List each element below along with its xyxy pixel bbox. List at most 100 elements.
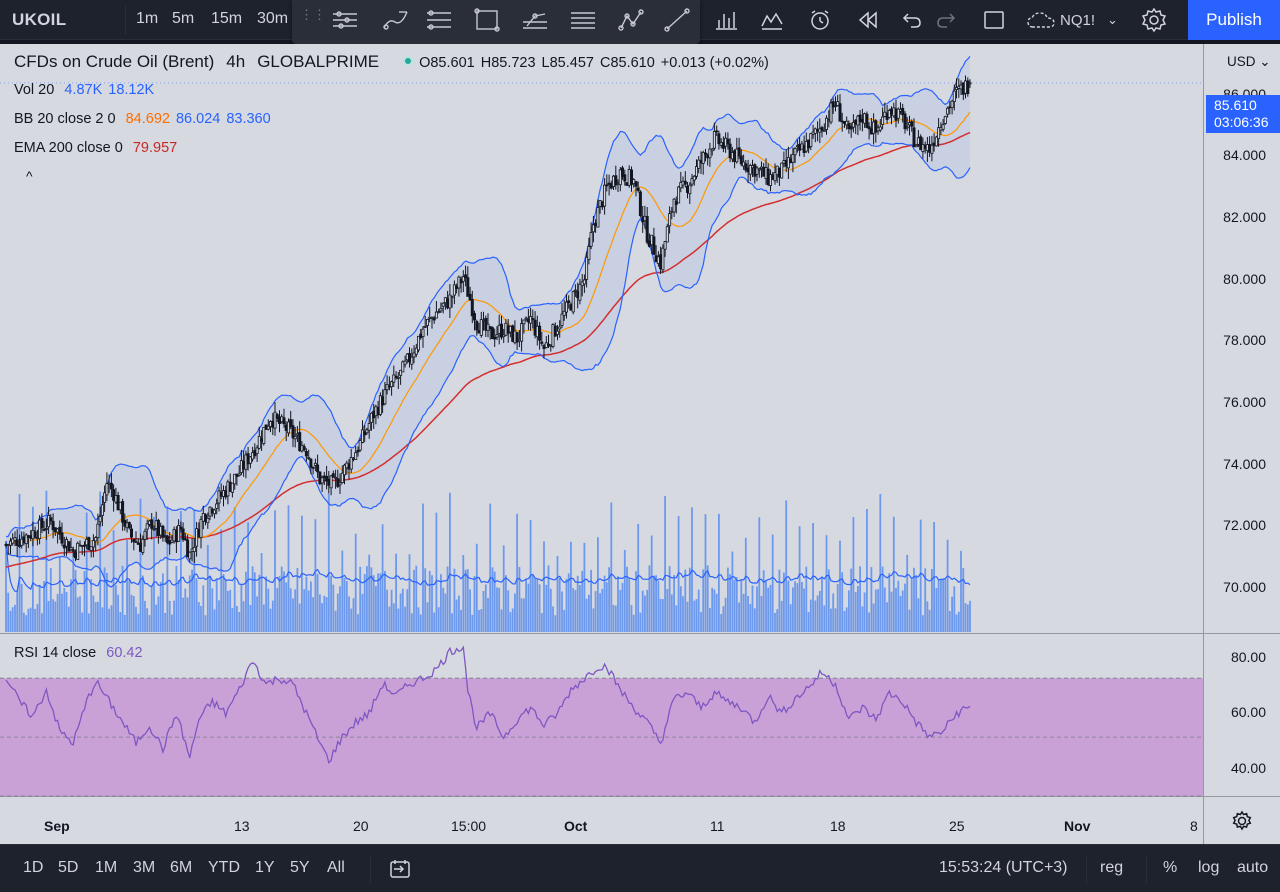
brush-icon[interactable] xyxy=(378,4,412,36)
volume-bar xyxy=(38,584,41,632)
candle-body xyxy=(914,144,918,148)
range-3m-button[interactable]: 3M xyxy=(133,859,156,876)
time-axis[interactable] xyxy=(0,796,1203,844)
volume-bar xyxy=(751,585,754,632)
volume-bar xyxy=(63,588,66,632)
volume-bar xyxy=(919,519,922,632)
range-5y-button[interactable]: 5Y xyxy=(290,859,310,876)
parallel-lines-icon[interactable] xyxy=(566,4,600,36)
volume-legend[interactable]: Vol 20 4.87K 18.12K xyxy=(14,82,160,98)
candle-body xyxy=(695,166,699,177)
volume-bar xyxy=(540,613,543,632)
collapse-legend-icon[interactable]: ^ xyxy=(26,168,33,184)
go-to-date-icon[interactable] xyxy=(384,853,416,885)
trend-channel-icon[interactable] xyxy=(328,4,362,36)
candle-body xyxy=(273,411,277,429)
volume-bar xyxy=(101,607,104,632)
rectangle-icon[interactable] xyxy=(470,4,504,36)
volume-bar xyxy=(56,593,59,632)
log-scale-toggle[interactable]: log xyxy=(1198,859,1220,876)
ema-legend[interactable]: EMA 200 close 0 79.957 xyxy=(14,140,183,156)
auto-scale-toggle[interactable]: auto xyxy=(1237,859,1269,876)
candle-body xyxy=(358,439,362,451)
redo-icon[interactable] xyxy=(930,4,962,36)
candle-body xyxy=(217,490,221,504)
currency-selector[interactable]: USD ⌄ xyxy=(1227,54,1271,69)
chart-pane[interactable] xyxy=(0,44,1203,796)
alert-icon[interactable] xyxy=(804,4,836,36)
clock-timezone-button[interactable]: 15:53:24 (UTC+3) xyxy=(939,859,1068,876)
volume-bar xyxy=(415,565,418,632)
volume-bar xyxy=(605,582,608,632)
bollinger-legend[interactable]: BB 20 close 2 0 84.692 86.024 83.360 xyxy=(14,111,277,127)
time-tick: 15:00 xyxy=(451,818,487,834)
candle-body xyxy=(804,140,808,152)
fullscreen-icon[interactable] xyxy=(978,4,1010,36)
candle-body xyxy=(681,180,685,186)
volume-bar xyxy=(617,576,619,632)
trend-line-icon[interactable] xyxy=(660,4,694,36)
volume-bar xyxy=(935,587,938,632)
range-ytd-button[interactable]: YTD xyxy=(208,859,240,876)
candle-body xyxy=(638,191,642,216)
candle-body xyxy=(948,106,952,109)
candle-body xyxy=(472,313,476,321)
compare-symbol-button[interactable]: NQ1! ⌄ xyxy=(1026,6,1118,34)
candle-body xyxy=(132,539,136,543)
candle-body xyxy=(688,184,692,195)
volume-bar xyxy=(361,593,364,632)
interval-1m-button[interactable]: 1m xyxy=(136,10,159,27)
drag-handle-icon[interactable]: ⋮⋮ xyxy=(300,7,326,22)
pattern-icon[interactable] xyxy=(614,4,648,36)
interval-15m-button[interactable]: 15m xyxy=(211,10,243,27)
candle-body xyxy=(293,435,297,440)
candle-body xyxy=(89,546,93,552)
volume-ma-value: 18.12K xyxy=(108,82,155,98)
prediction-icon[interactable] xyxy=(518,4,552,36)
candle-body xyxy=(186,539,190,558)
range-1y-button[interactable]: 1Y xyxy=(255,859,275,876)
volume-bar xyxy=(915,574,918,632)
candle-body xyxy=(311,466,315,469)
instrument-name[interactable]: CFDs on Crude Oil (Brent) xyxy=(14,52,215,71)
chart-settings-corner[interactable] xyxy=(1203,796,1280,844)
volume-bar xyxy=(895,587,897,632)
volume-bar xyxy=(238,612,241,632)
candle-body xyxy=(849,126,853,130)
range-1m-button[interactable]: 1M xyxy=(95,859,118,876)
range-1d-button[interactable]: 1D xyxy=(23,859,44,876)
symbol-search-button[interactable]: UKOIL xyxy=(12,10,67,29)
price-scale[interactable] xyxy=(1203,44,1280,796)
fib-retracement-icon[interactable] xyxy=(422,4,456,36)
bar-style-icon[interactable] xyxy=(710,4,742,36)
interval-5m-button[interactable]: 5m xyxy=(172,10,195,27)
volume-bar xyxy=(516,513,518,632)
volume-bar xyxy=(397,608,400,632)
pane-divider[interactable] xyxy=(0,633,1280,634)
interval-30m-button[interactable]: 30m xyxy=(257,10,289,27)
percent-scale-toggle[interactable]: % xyxy=(1163,859,1178,876)
range-6m-button[interactable]: 6M xyxy=(170,859,193,876)
volume-bar xyxy=(215,579,218,632)
rsi-tick: 80.00 xyxy=(1230,649,1266,665)
volume-bar xyxy=(18,494,21,632)
volume-bar xyxy=(103,567,106,632)
volume-bar xyxy=(538,584,541,632)
candle-body xyxy=(905,126,909,129)
candle-body xyxy=(248,456,252,464)
range-5d-button[interactable]: 5D xyxy=(58,859,79,876)
rsi-legend[interactable]: RSI 14 close 60.42 xyxy=(14,645,149,661)
publish-button[interactable]: Publish xyxy=(1188,0,1280,40)
range-all-button[interactable]: All xyxy=(327,859,345,876)
volume-bar xyxy=(657,580,660,632)
settings-gear-icon xyxy=(1232,810,1252,830)
volume-bar xyxy=(610,502,613,632)
session-button[interactable]: reg xyxy=(1100,859,1124,876)
settings-gear-icon[interactable] xyxy=(1138,4,1170,36)
indicators-icon[interactable] xyxy=(756,4,788,36)
undo-icon[interactable] xyxy=(896,4,928,36)
candle-body xyxy=(654,255,658,263)
candle-body xyxy=(968,82,972,85)
replay-icon[interactable] xyxy=(852,4,884,36)
candle-body xyxy=(421,328,425,338)
